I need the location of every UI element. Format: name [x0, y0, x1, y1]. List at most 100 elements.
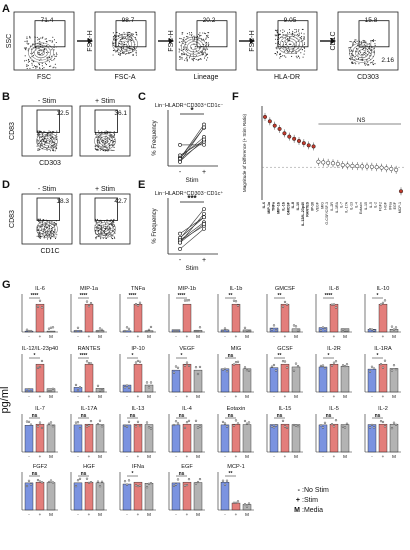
- panel-a-plot-4-event: [295, 55, 297, 57]
- panel-a-plot-1-event: [24, 40, 26, 42]
- panel-a-plot-5-event: [369, 52, 371, 55]
- panel-g-dot: [174, 365, 178, 368]
- panel-g-sig: ****: [31, 293, 39, 299]
- panel-g-dot: [127, 386, 131, 389]
- panel-g-dot: [138, 424, 142, 428]
- panel-a-plot-5-event: [351, 59, 353, 61]
- panel-a-plot-1-event: [32, 54, 35, 56]
- panel-b-plot-2-event: [97, 140, 99, 142]
- panel-a-plot-4-event: [304, 38, 306, 40]
- panel-a-plot-5-event: [373, 59, 375, 62]
- panel-b-plot-2-event: [100, 147, 102, 149]
- panel-a-plot-2-event: [129, 39, 131, 41]
- panel-g-dot: [292, 324, 296, 327]
- panel-a-plot-1-event: [31, 64, 33, 66]
- panel-a-plot-4-event: [282, 55, 284, 57]
- panel-g-dot: [38, 365, 42, 369]
- panel-g-dot: [323, 421, 327, 424]
- panel-a-plot-1-event: [23, 47, 25, 49]
- panel-a-plot-3-event: [184, 59, 186, 61]
- panel-a-plot-3-event: [183, 49, 185, 51]
- panel-b-plot-2-event: [94, 146, 96, 148]
- panel-e-point: [202, 215, 206, 220]
- panel-a-plot-5-event: [351, 52, 353, 54]
- panel-g-bar: [231, 423, 241, 453]
- panel-g-dot: [330, 423, 334, 426]
- panel-g-tick: +: [284, 394, 287, 399]
- panel-f-label: MCP-1: [398, 202, 402, 213]
- panel-a-plot-4-event: [288, 49, 290, 51]
- panel-g-dot: [223, 327, 227, 330]
- panel-f-point: [364, 164, 370, 169]
- panel-b-plot-1-event: [37, 148, 39, 150]
- panel-g-sig: *: [377, 353, 379, 359]
- panel-g-dot: [27, 329, 31, 333]
- panel-g-tick: M: [294, 334, 298, 339]
- panel-d-plot-2-event: [103, 231, 106, 234]
- panel-a-plot-2-event: [128, 31, 130, 33]
- panel-a-plot-4-event: [291, 55, 293, 58]
- panel-b-plot-2-event: [107, 130, 109, 133]
- panel-g-tick: -: [77, 394, 79, 399]
- panel-a-plot-5-event: [364, 40, 366, 42]
- panel-a-plot-4-event: [276, 30, 278, 32]
- panel-b-plot-1-event: [40, 146, 42, 148]
- panel-g-dot: [85, 425, 89, 428]
- panel-b-plot-1-event: [37, 140, 39, 142]
- panel-d-plot-2-contour: [99, 224, 111, 234]
- panel-a-plot-3-event: [207, 57, 209, 59]
- panel-c-point: [178, 160, 182, 164]
- panel-a-plot-2-contour: [115, 36, 135, 52]
- panel-a-plot-4-event: [275, 35, 277, 37]
- panel-f-point: [277, 126, 282, 132]
- panel-g-tick: M: [196, 334, 200, 339]
- panel-g-tick: +: [333, 454, 336, 459]
- panel-g-dot: [138, 301, 142, 304]
- panel-g-tick: -: [371, 334, 373, 339]
- panel-f-point: [316, 159, 321, 164]
- panel-a-plot-4-event: [284, 41, 287, 43]
- panel-g-dot: [394, 326, 398, 329]
- panel-d-plot-2-event: [113, 236, 116, 238]
- panel-d-plot-2-event: [102, 227, 104, 229]
- panel-a-plot-4-event: [292, 30, 294, 32]
- panel-f-label: Eotaxin: [359, 202, 363, 214]
- panel-g-dot: [196, 480, 200, 484]
- panel-a-gate-value: 20.2: [203, 17, 216, 24]
- panel-d-gate: [94, 197, 118, 221]
- panel-b-plot-2-event: [104, 139, 106, 141]
- panel-g-tick: M: [245, 334, 249, 339]
- panel-g-bar: [171, 424, 181, 453]
- panel-b-plot-2-event: [103, 146, 105, 148]
- panel-g-tick: -: [224, 334, 226, 339]
- panel-g-cytokine-name: MIG: [231, 346, 242, 352]
- panel-d-plot-2-event: [100, 221, 102, 223]
- panel-a-plot-1-event: [30, 48, 32, 50]
- panel-b-plot-1-event: [41, 136, 43, 138]
- panel-c-title: Lin⁻HLADR⁺CD303⁺CD1c⁻: [155, 102, 224, 109]
- panel-g-bar: [46, 330, 56, 333]
- panel-g-dot: [232, 299, 236, 302]
- panel-g-dot: [321, 326, 325, 329]
- panel-a-plot-1-event: [53, 46, 55, 49]
- panel-d-plot-title: - Stim: [38, 186, 56, 193]
- panel-a-plot-4-event: [279, 33, 281, 35]
- panel-g-sig: ****: [178, 293, 186, 299]
- panel-g-dot: [368, 327, 372, 331]
- panel-a-xlabel: FSC-A: [115, 74, 136, 81]
- panel-a-plot-5-event: [371, 40, 373, 42]
- panel-a-plot-3-event: [205, 45, 207, 47]
- panel-d-xlabel: CD1C: [40, 248, 59, 255]
- panel-d-plot-1-event: [52, 233, 54, 235]
- panel-a-plot-3-event: [185, 36, 188, 38]
- panel-a-plot-1-event: [31, 59, 33, 61]
- panel-d-plot-2-event: [95, 229, 97, 232]
- panel-a-plot-3-event: [187, 36, 189, 38]
- panel-f-label: TNFa: [272, 201, 276, 211]
- panel-a-plot-2-event: [131, 47, 133, 49]
- panel-g-dot: [334, 306, 338, 309]
- panel-f-label: IL-10: [296, 202, 300, 210]
- panel-a-plot-2-event: [112, 32, 114, 34]
- panel-a-plot-1-contour: [28, 42, 54, 63]
- panel-a-plot-1-event: [32, 66, 34, 68]
